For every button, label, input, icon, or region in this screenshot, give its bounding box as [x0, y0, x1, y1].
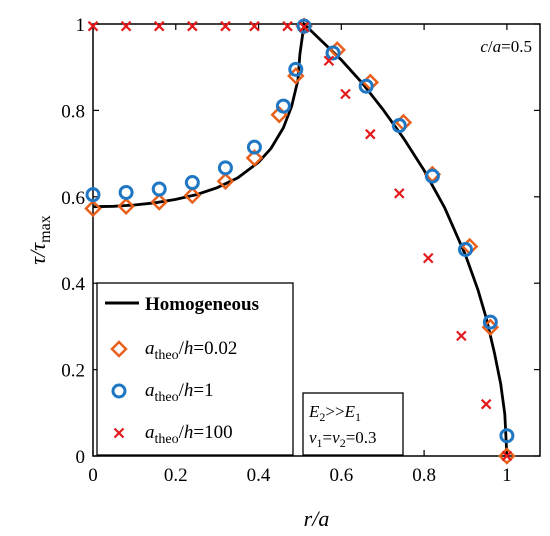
y-tick-label: 0.6	[61, 188, 85, 209]
x-tick-label: 0.2	[164, 465, 188, 486]
data-point-x	[422, 252, 434, 264]
data-point-x	[501, 450, 513, 462]
data-point-circle	[296, 18, 312, 34]
axis-ticks: 0 0.2 0.4 0.6 0.8 1 0 0.2 0.4 0.6 0.8 1	[61, 15, 540, 486]
data-point-x	[393, 188, 405, 199]
legend-marker-diamond	[110, 340, 128, 358]
legend-box	[96, 282, 294, 456]
legend-marker-x	[113, 427, 125, 439]
data-point-x	[323, 55, 335, 66]
data-point-circle	[499, 428, 515, 444]
data-point-circle	[458, 242, 473, 258]
legend-entry-label: atheo/h=0.02	[145, 338, 237, 363]
x-axis-label: r/a	[304, 506, 330, 531]
legend-entry-label: atheo/h=1	[145, 380, 214, 405]
data-point-circle	[288, 61, 304, 77]
y-tick-label: 0.4	[61, 274, 85, 295]
annotations: c/a=0.5 E2>>E1 ν1=ν2=0.3	[302, 37, 532, 456]
x-tick-label: 0.6	[329, 465, 353, 486]
legend-entry-label: atheo/h=100	[145, 422, 233, 447]
y-tick-label: 0.8	[61, 101, 85, 122]
series-circle	[85, 18, 515, 444]
legend-entry-label: Homogeneous	[145, 294, 259, 315]
data-point-x	[187, 20, 198, 32]
data-point-x	[87, 20, 99, 32]
x-tick-label: 1	[502, 465, 512, 486]
series-x	[87, 20, 513, 462]
data-point-circle	[275, 98, 291, 114]
data-point-x	[249, 20, 260, 32]
data-point-circle	[118, 184, 134, 200]
y-axis-label-main: τ/τ	[25, 242, 50, 265]
material-box	[302, 392, 404, 456]
legend: Homogeneous atheo/h=0.02 atheo/h=1 atheo/h=…	[96, 282, 294, 456]
data-point-x	[282, 20, 293, 32]
series-line-homogeneous	[92, 21, 509, 457]
data-point-diamond	[150, 193, 168, 211]
data-point-x	[365, 128, 376, 140]
data-point-circle	[325, 45, 341, 61]
data-point-x	[120, 20, 132, 32]
data-point-diamond	[117, 197, 135, 216]
y-axis-label: τ/τmax	[25, 215, 54, 264]
data-point-circle	[358, 78, 374, 94]
material-box-line2: ν1=ν2=0.3	[309, 428, 377, 450]
y-tick-label: 0.2	[61, 361, 85, 382]
data-point-circle	[151, 181, 167, 197]
y-tick-label: 0	[76, 447, 86, 468]
annotation-c-over-a: c/a=0.5	[480, 37, 532, 56]
series-layer	[84, 17, 516, 465]
data-point-diamond	[84, 199, 102, 218]
data-point-diamond	[183, 186, 202, 205]
legend-marker-circle	[111, 383, 127, 399]
data-point-x	[456, 330, 467, 342]
data-point-circle	[482, 314, 498, 330]
data-point-x	[220, 20, 231, 32]
data-point-circle	[246, 139, 262, 155]
data-point-x	[340, 88, 351, 100]
data-point-diamond	[498, 447, 516, 465]
data-point-circle	[184, 175, 200, 191]
x-tick-label: 0	[88, 465, 98, 486]
y-tick-label: 1	[76, 15, 86, 36]
y-axis-label-subscript: max	[37, 215, 54, 243]
data-point-diamond	[216, 172, 235, 191]
material-box-line1: E2>>E1	[308, 402, 361, 424]
x-tick-label: 0.4	[247, 465, 271, 486]
axis-labels: r/a τ/τmax	[25, 215, 329, 531]
data-point-circle	[424, 168, 440, 184]
data-point-circle	[217, 160, 233, 176]
data-point-x	[298, 21, 310, 33]
data-point-diamond	[245, 149, 264, 167]
data-point-circle	[391, 118, 407, 134]
data-point-x	[153, 20, 165, 32]
x-tick-label: 0.8	[412, 465, 436, 486]
data-point-circle	[85, 187, 101, 203]
data-point-x	[480, 398, 492, 410]
